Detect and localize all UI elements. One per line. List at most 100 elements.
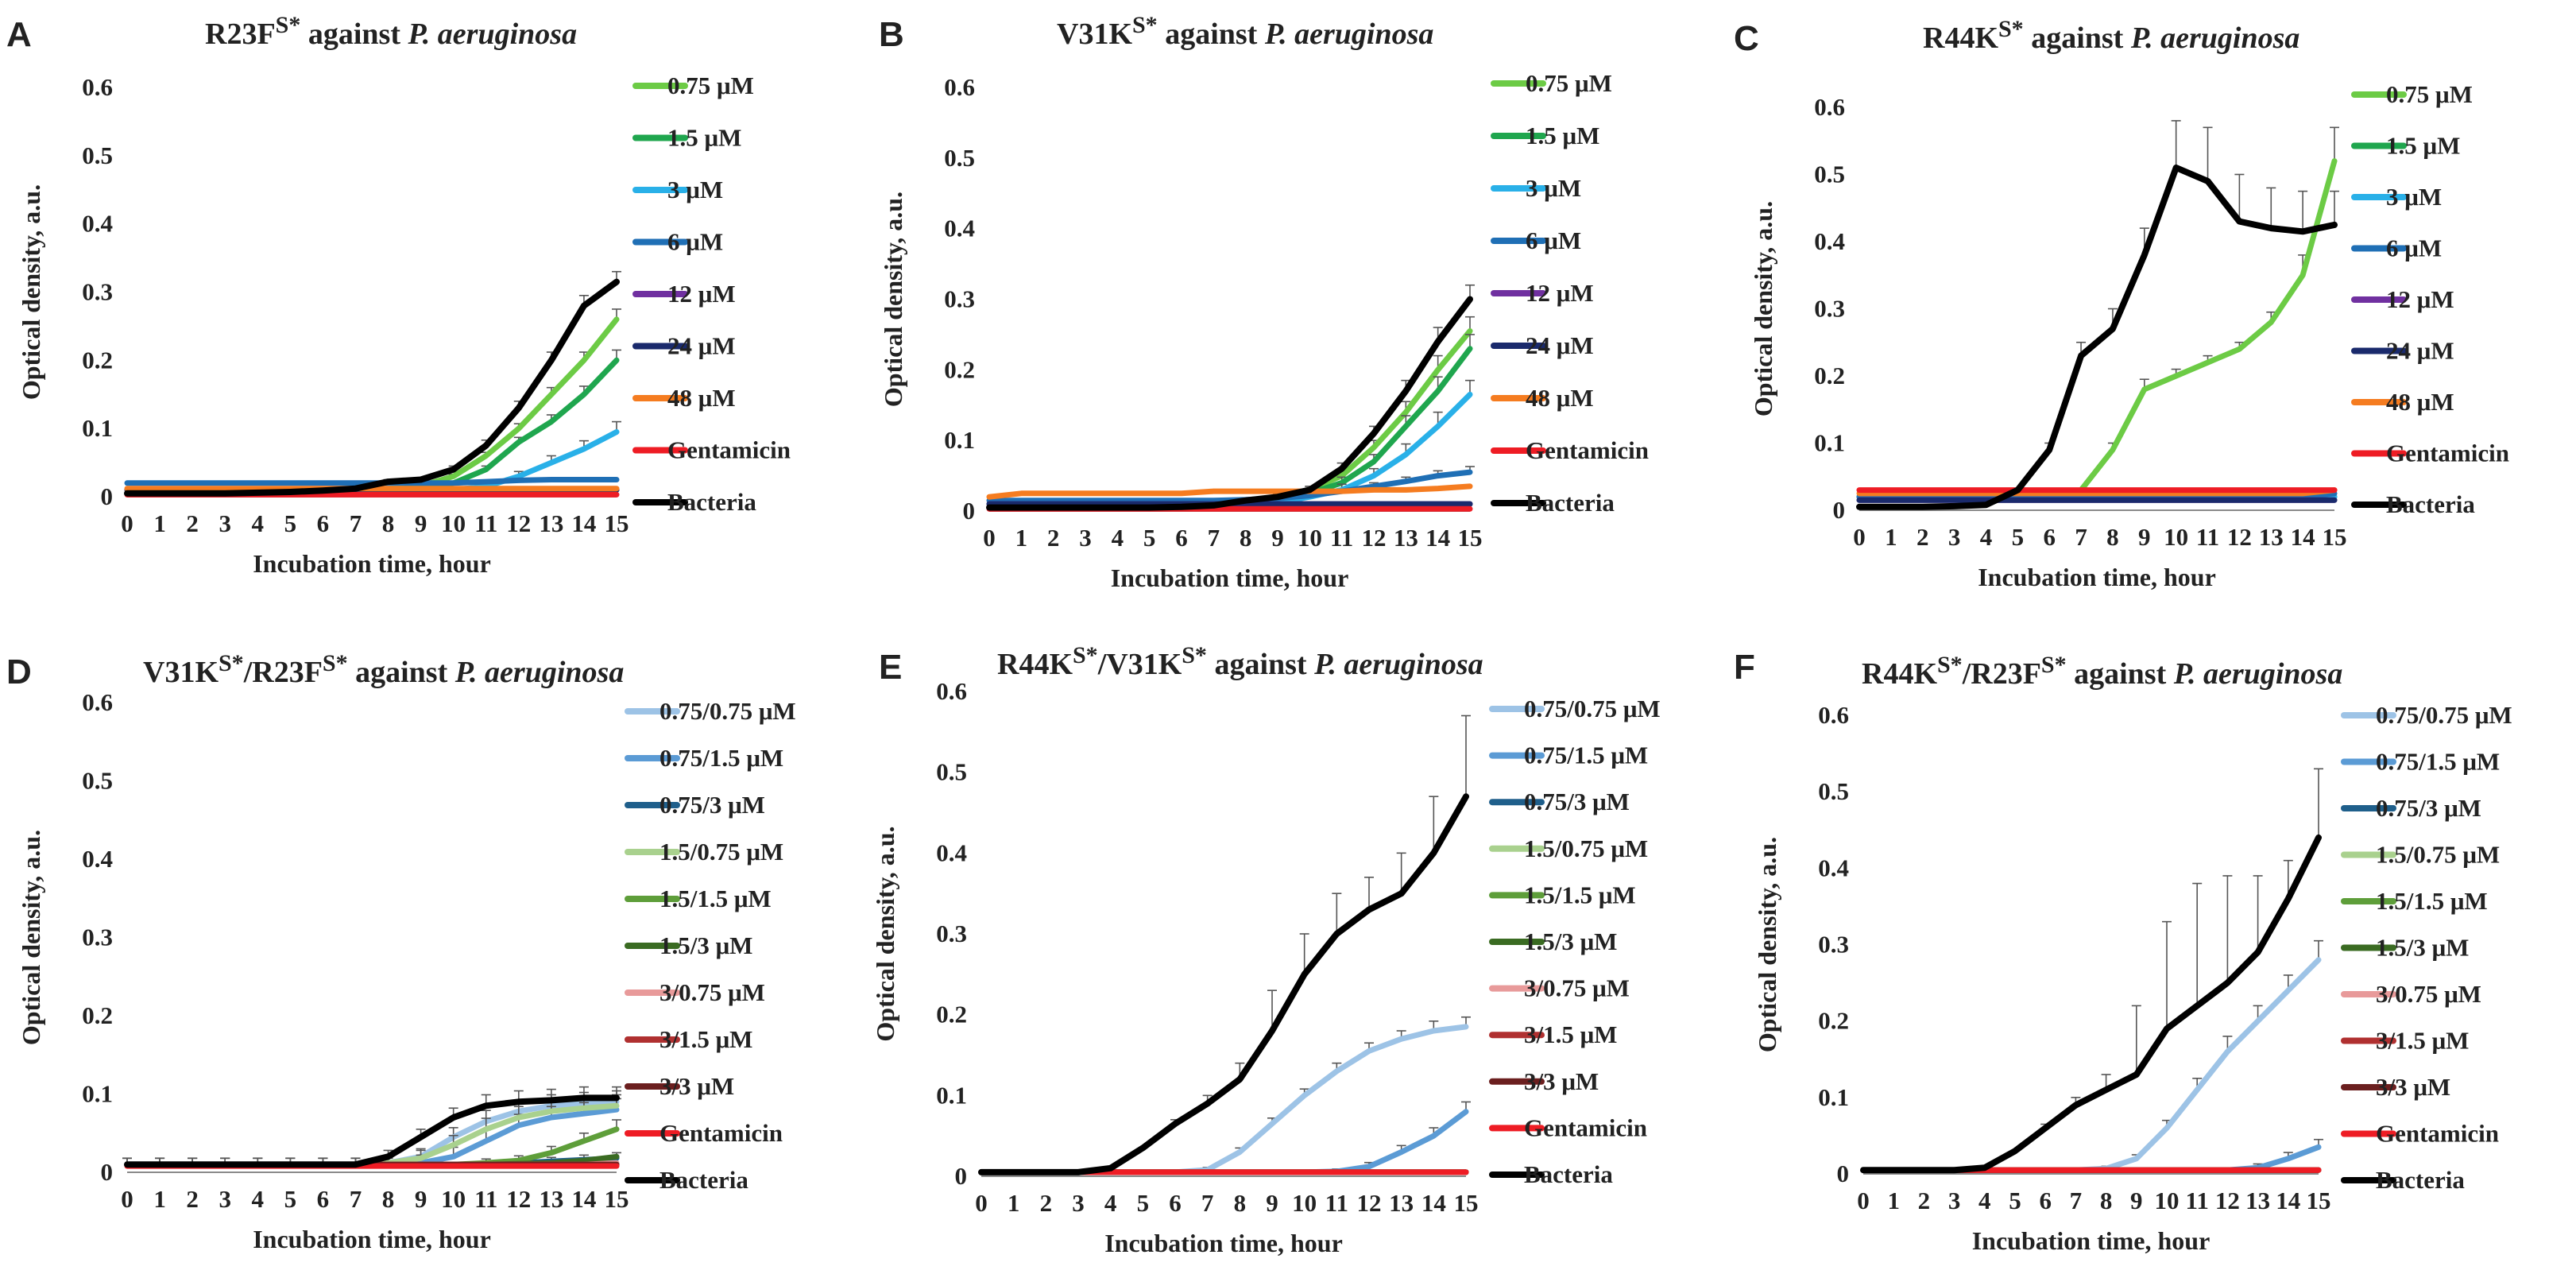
x-tick-label: 14: [571, 509, 596, 537]
legend-item: 1.5/0.75 μM: [1489, 835, 1648, 862]
legend-item: 1.5/3 μM: [1489, 928, 1617, 955]
title-species: P. aeruginosa: [407, 17, 577, 51]
x-tick-label: 11: [1325, 1189, 1348, 1217]
y-tick-label: 0.6: [82, 73, 113, 101]
x-tick-label: 13: [1394, 524, 1418, 552]
x-tick-label: 2: [1040, 1189, 1053, 1217]
x-tick-label: 5: [284, 509, 297, 537]
legend-item: 1.5 μM: [632, 124, 741, 152]
chart-title: R23FS* against P. aeruginosa: [205, 12, 577, 51]
x-tick-label: 9: [2130, 1187, 2143, 1214]
legend-label: Bacteria: [2376, 1166, 2465, 1194]
legend-label: Bacteria: [667, 488, 756, 516]
title-peptide-2: /V31K: [1097, 648, 1182, 681]
title-superscript: S*: [219, 650, 244, 676]
x-tick-label: 5: [2009, 1187, 2021, 1214]
title-superscript: S*: [1998, 16, 2024, 42]
legend-label: 0.75/0.75 μM: [1524, 695, 1661, 722]
legend-item: 3/0.75 μM: [2341, 980, 2481, 1008]
x-tick-label: 2: [1917, 523, 1929, 551]
series-48-m: [1856, 487, 2338, 497]
x-tick-label: 12: [1362, 524, 1387, 552]
x-tick-label: 15: [605, 509, 629, 537]
panel-f: F R44KS*/R23FS* against P. aeruginosa00.1…: [1734, 648, 2512, 1255]
x-tick-label: 3: [1072, 1189, 1085, 1217]
series-line: [1860, 834, 2322, 1174]
legend-item: 48 μM: [1491, 384, 1594, 412]
panel-c: C R44KS* against P. aeruginosa 0 0.1 0.2 0.3 0…: [1734, 16, 2509, 591]
series-bacteria: [1860, 768, 2323, 1174]
x-tick-label: 3: [219, 1185, 231, 1213]
title-species: P. aeruginosa: [1313, 648, 1483, 681]
x-tick-label: 3: [1948, 1187, 1961, 1214]
x-tick-label: 8: [382, 1185, 395, 1213]
legend-item: 1.5/3 μM: [2341, 934, 2469, 962]
series-bacteria: [124, 270, 621, 497]
y-tick-label: 0.4: [82, 210, 113, 238]
y-axis-label: Optical density, a.u.: [1749, 201, 1777, 416]
y-tick-label: 0.1: [82, 414, 113, 442]
series-bacteria: [122, 1086, 621, 1168]
x-tick-label: 4: [252, 509, 265, 537]
x-tick-label: 13: [1389, 1189, 1414, 1217]
legend-item: 12 μM: [2351, 285, 2454, 313]
legend-label: 1.5/0.75 μM: [1524, 835, 1648, 862]
y-tick-label: 0.1: [936, 1081, 967, 1109]
legend-item: 0.75/3 μM: [625, 791, 765, 819]
legend-label: 3/3 μM: [2376, 1073, 2450, 1101]
title-peptide: R44K: [1862, 657, 1937, 691]
x-tick-label: 4: [1978, 1187, 1991, 1214]
x-tick-label: 10: [441, 1185, 466, 1213]
legend-item: Bacteria: [1491, 489, 1615, 517]
y-tick-label: 0: [1833, 496, 1846, 524]
legend-item: 48 μM: [632, 384, 736, 412]
y-tick-label: 0.6: [1818, 701, 1849, 729]
legend-item: 3/1.5 μM: [2341, 1027, 2469, 1055]
y-tick-label: 0.3: [1814, 295, 1845, 323]
x-tick-label: 10: [1292, 1189, 1317, 1217]
y-tick-label: 0.2: [1818, 1007, 1849, 1035]
legend-label: 3/0.75 μM: [1524, 974, 1630, 1002]
y-tick-label: 0.2: [82, 346, 113, 374]
title-against: against: [348, 656, 455, 689]
legend-label: 0.75/1.5 μM: [659, 744, 783, 772]
legend-item: 0.75/3 μM: [2341, 794, 2481, 822]
series-48-m: [986, 483, 1473, 500]
x-axis-label: Incubation time, hour: [1978, 563, 2216, 591]
legend-label: 1.5 μM: [2386, 132, 2460, 160]
legend-label: 1.5/1.5 μM: [659, 885, 772, 912]
title-against: against: [1207, 648, 1314, 681]
title-peptide: V31K: [143, 656, 219, 689]
legend-item: 1.5 μM: [2351, 132, 2460, 160]
x-tick-label: 7: [2070, 1187, 2083, 1214]
x-tick-label: 2: [1918, 1187, 1931, 1214]
y-tick-label: 0: [101, 1158, 114, 1186]
y-tick-label: 0: [101, 482, 114, 510]
legend-label: 3/1.5 μM: [2376, 1027, 2469, 1055]
legend-label: Gentamicin: [1526, 436, 1649, 464]
x-tick-label: 0: [983, 524, 996, 552]
legend-label: 1.5 μM: [667, 124, 741, 152]
legend-item: 1.5/0.75 μM: [625, 838, 783, 866]
series-bacteria: [986, 284, 1475, 511]
legend-item: 24 μM: [1491, 331, 1594, 359]
legend-item: 12 μM: [1491, 279, 1594, 307]
y-tick-label: 0.6: [1814, 93, 1845, 121]
series-line: [1856, 487, 2338, 497]
legend-label: 0.75/0.75 μM: [659, 697, 796, 725]
x-tick-label: 11: [2196, 523, 2219, 551]
y-tick-label: 0.6: [82, 688, 113, 716]
x-tick-label: 8: [2100, 1187, 2113, 1214]
legend-label: 0.75/3 μM: [2376, 794, 2481, 822]
x-tick-label: 1: [1015, 524, 1028, 552]
legend-label: 6 μM: [667, 228, 723, 256]
title-peptide-2: /R23F: [1962, 657, 2041, 691]
y-tick-label: 0.6: [944, 73, 975, 101]
legend-label: Gentamicin: [659, 1119, 783, 1147]
title-species: P. aeruginosa: [2130, 21, 2300, 55]
legend-item: 24 μM: [632, 332, 736, 360]
y-axis-label: Optical density, a.u.: [17, 830, 45, 1045]
title-species: P. aeruginosa: [454, 656, 625, 689]
y-tick-label: 0.5: [1814, 161, 1845, 188]
legend-label: 0.75/3 μM: [659, 791, 765, 819]
